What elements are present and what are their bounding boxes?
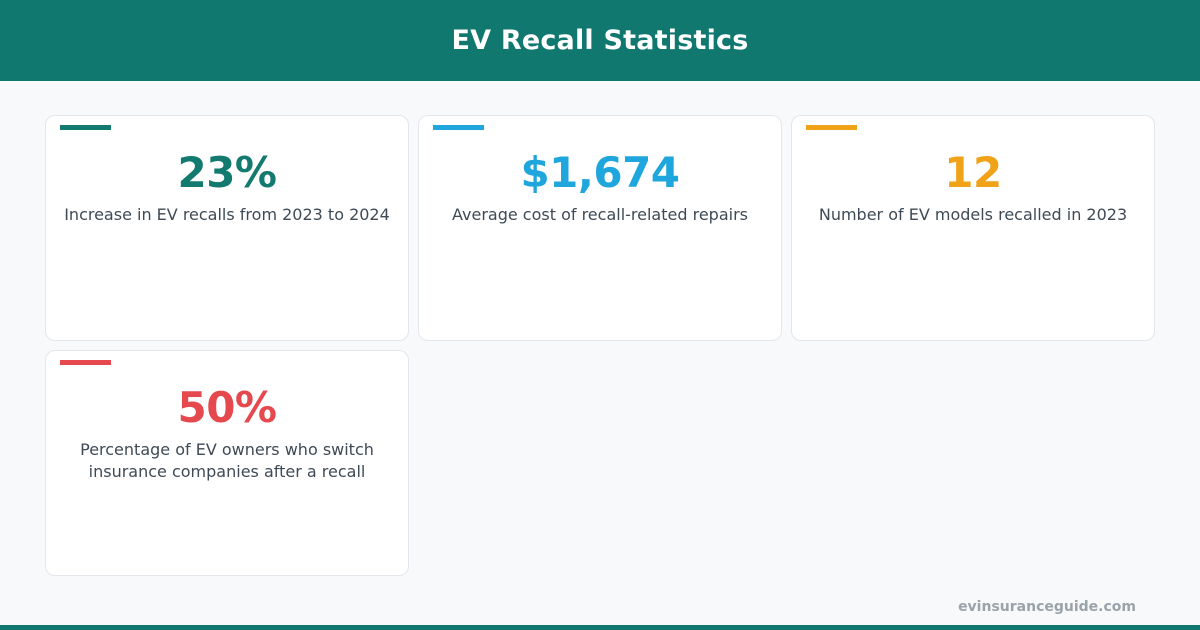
header-banner: EV Recall Statistics <box>0 0 1200 81</box>
stat-description: Number of EV models recalled in 2023 <box>818 205 1128 224</box>
page-title: EV Recall Statistics <box>451 25 749 56</box>
stat-card-repair-cost: $1,674 Average cost of recall-related re… <box>418 115 782 341</box>
stat-card-recall-increase: 23% Increase in EV recalls from 2023 to … <box>45 115 409 341</box>
card-accent-bar <box>60 360 111 365</box>
stat-value: 12 <box>944 148 1002 197</box>
card-accent-bar <box>806 125 857 130</box>
stat-value: $1,674 <box>520 148 680 197</box>
card-accent-bar <box>60 125 111 130</box>
stat-description: Increase in EV recalls from 2023 to 2024 <box>64 205 390 224</box>
card-accent-bar <box>433 125 484 130</box>
stat-description: Average cost of recall-related repairs <box>452 205 748 224</box>
site-url: evinsuranceguide.com <box>958 599 1136 615</box>
stat-card-models-recalled: 12 Number of EV models recalled in 2023 <box>791 115 1155 341</box>
stat-card-insurance-switch: 50% Percentage of EV owners who switch i… <box>45 350 409 576</box>
stat-value: 23% <box>177 148 277 197</box>
stat-value: 50% <box>177 383 277 432</box>
stat-description: Percentage of EV owners who switch insur… <box>80 440 374 481</box>
bottom-accent-bar <box>0 625 1200 630</box>
